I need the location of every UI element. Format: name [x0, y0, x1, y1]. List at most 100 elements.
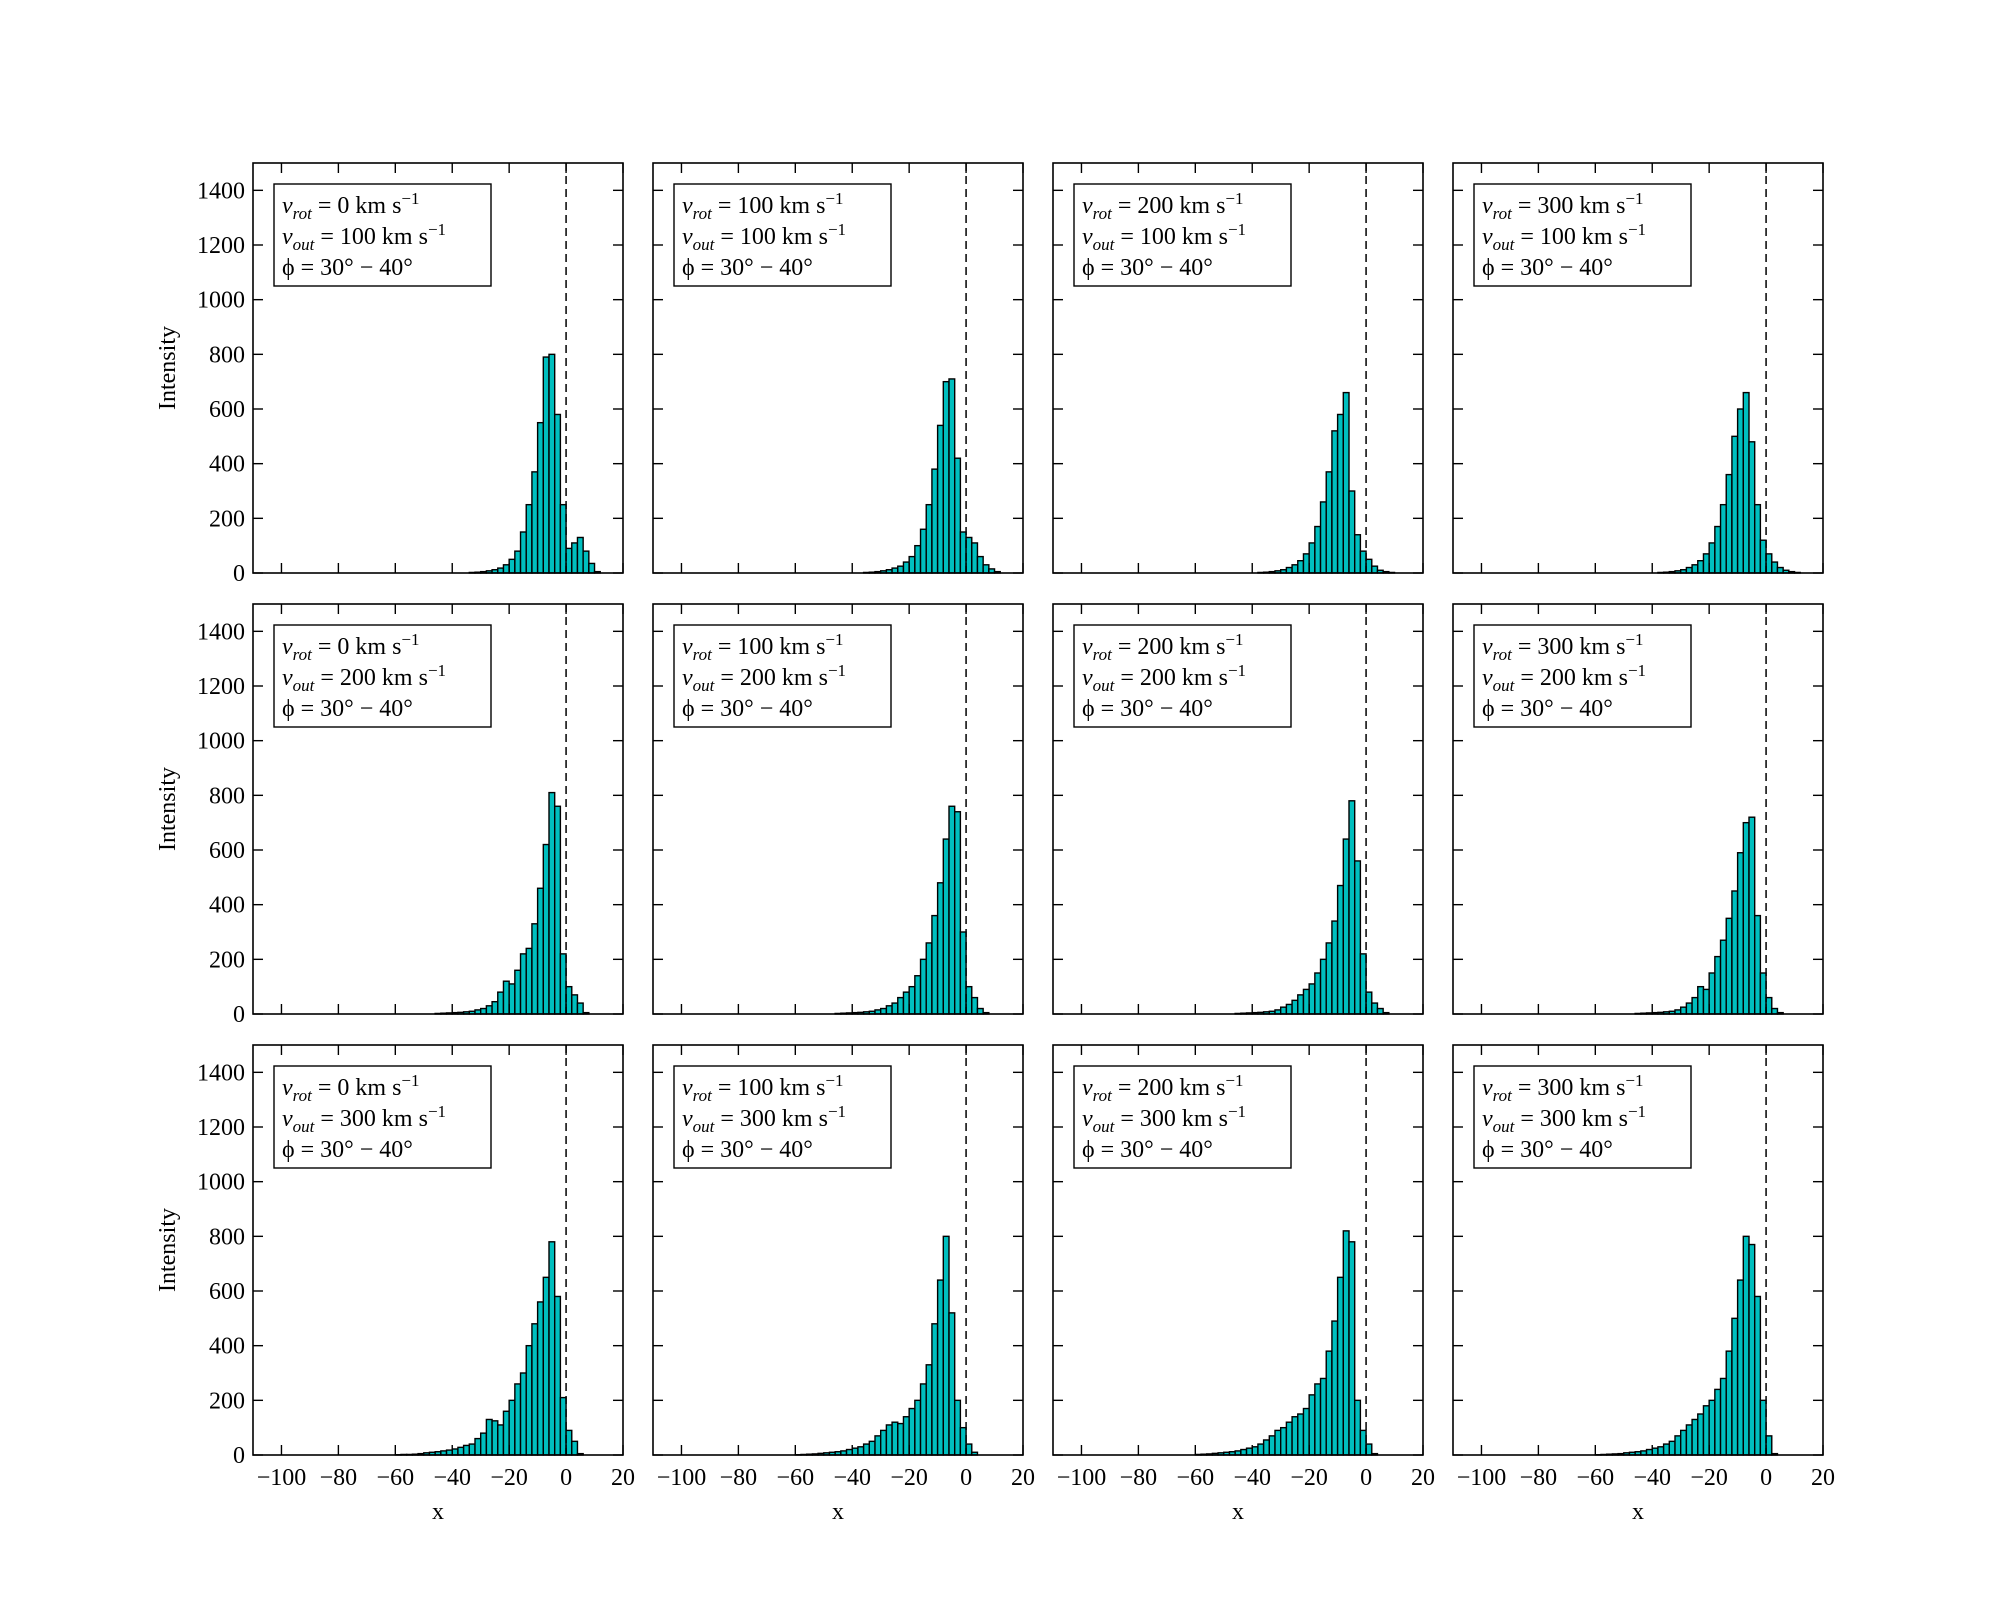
annotation-text: = 100 km s [712, 193, 826, 219]
hist-bar [497, 1424, 505, 1456]
hist-bar [1371, 1002, 1379, 1015]
hist-bar [1353, 1399, 1362, 1456]
hist-bar [542, 843, 550, 1015]
hist-bar [485, 1005, 493, 1015]
hist-bar [1268, 1435, 1276, 1456]
hist-bar [1668, 1440, 1676, 1456]
hist-bar [553, 413, 562, 574]
x-tick-label: −40 [1233, 1465, 1271, 1491]
annotation-subscript: out [1093, 676, 1116, 695]
hist-bar [1371, 565, 1379, 574]
annotation-subscript: out [293, 676, 316, 695]
hist-bar [1736, 1279, 1745, 1456]
hist-bar [1365, 991, 1373, 1015]
hist-bar [1765, 996, 1773, 1015]
hist-bar [908, 555, 916, 574]
hist-bar [965, 536, 973, 574]
hist-bar [588, 562, 596, 574]
hist-bar [868, 1440, 876, 1456]
hist-bar [548, 1241, 556, 1456]
hist-bar [976, 555, 984, 574]
annotation-box [673, 624, 892, 728]
hist-bar [559, 953, 567, 1015]
hist-bar [1245, 1447, 1253, 1456]
hist-bar [1319, 1377, 1327, 1456]
annotation-text: v [282, 665, 293, 691]
hist-bar [914, 544, 922, 574]
hist-bar [1297, 994, 1305, 1015]
annotation-text: ϕ = 30° − 40° [1082, 696, 1213, 722]
annotation-line: ϕ = 30° − 40° [282, 696, 413, 722]
annotation-text: ϕ = 30° − 40° [682, 255, 813, 281]
annotation-line: vrot = 0 km s−1 [282, 630, 420, 664]
annotation-line: vout = 100 km s−1 [282, 220, 446, 254]
hist-bar [942, 380, 950, 574]
annotation-text: ϕ = 30° − 40° [682, 1137, 813, 1163]
hist-bar [902, 1416, 910, 1456]
annotation-text: = 100 km s [714, 224, 828, 250]
hist-bar [1719, 939, 1727, 1015]
y-axis-label: Intensity [155, 1208, 181, 1292]
hist-bar [1771, 561, 1779, 574]
hist-bar [948, 1312, 956, 1456]
hist-bar [919, 528, 927, 574]
hist-bar [502, 564, 510, 574]
hist-bar [1359, 550, 1367, 574]
annotation-line: vout = 300 km s−1 [1082, 1102, 1246, 1136]
hist-bar [971, 542, 979, 574]
annotation-subscript: rot [693, 645, 713, 664]
hist-bar [1674, 1435, 1682, 1456]
hist-bar [1742, 391, 1750, 574]
x-tick-label: −40 [1633, 1465, 1671, 1491]
annotation-subscript: rot [1493, 204, 1513, 223]
annotation-text: ϕ = 30° − 40° [682, 696, 813, 722]
annotation-text: ϕ = 30° − 40° [1082, 1137, 1213, 1163]
annotation-line: vrot = 300 km s−1 [1482, 630, 1644, 664]
annotation-subscript: rot [693, 1086, 713, 1105]
hist-bar [919, 958, 927, 1015]
hist-bar [1262, 1439, 1271, 1456]
annotation-subscript: rot [293, 645, 313, 664]
y-axis-label: Intensity [155, 326, 181, 410]
hist-bar [1742, 1235, 1750, 1456]
annotation-text: v [1082, 193, 1093, 219]
annotation-text: v [1482, 634, 1493, 660]
annotation-subscript: out [1093, 235, 1116, 254]
hist-bar [936, 424, 945, 574]
y-tick-label: 1400 [197, 178, 245, 204]
hist-bar [519, 1372, 527, 1456]
annotation-superscript: −1 [1625, 1071, 1643, 1090]
annotation-line: vrot = 200 km s−1 [1082, 189, 1244, 223]
hist-bar [1736, 852, 1745, 1015]
x-tick-label: −80 [720, 1465, 758, 1491]
annotation-line: ϕ = 30° − 40° [1482, 255, 1613, 281]
hist-bar [491, 1001, 499, 1015]
annotation-line: vout = 100 km s−1 [1082, 220, 1246, 254]
hist-bar [1302, 988, 1310, 1015]
x-tick-label: −60 [777, 1465, 815, 1491]
x-tick-label: 20 [1011, 1465, 1035, 1491]
hist-bar [1285, 1003, 1293, 1015]
hist-bar [897, 565, 905, 574]
axes-frame [252, 603, 624, 1015]
hist-bar [1342, 838, 1350, 1015]
hist-bar [862, 1443, 871, 1456]
annotation-text: v [1082, 1106, 1093, 1132]
axes-frame [252, 1044, 624, 1456]
hist-bar [1365, 1443, 1373, 1456]
y-tick-label: 1000 [197, 1170, 245, 1196]
axes-frame [652, 1044, 1024, 1456]
annotation-text: = 0 km s [312, 193, 402, 219]
hist-bar [1714, 1388, 1722, 1456]
hist-bar [1748, 1243, 1756, 1456]
annotation-line: ϕ = 30° − 40° [282, 1137, 413, 1163]
annotation-text: ϕ = 30° − 40° [282, 255, 413, 281]
hist-bar [1353, 534, 1362, 574]
annotation-line: vout = 200 km s−1 [1482, 661, 1646, 695]
hist-bar [1731, 435, 1739, 574]
hist-bar [1731, 1317, 1739, 1456]
y-tick-label: 1200 [197, 1115, 245, 1141]
